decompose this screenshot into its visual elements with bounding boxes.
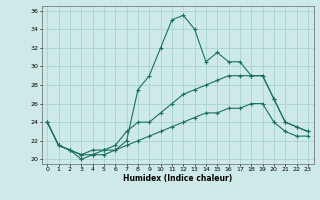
X-axis label: Humidex (Indice chaleur): Humidex (Indice chaleur): [123, 174, 232, 183]
